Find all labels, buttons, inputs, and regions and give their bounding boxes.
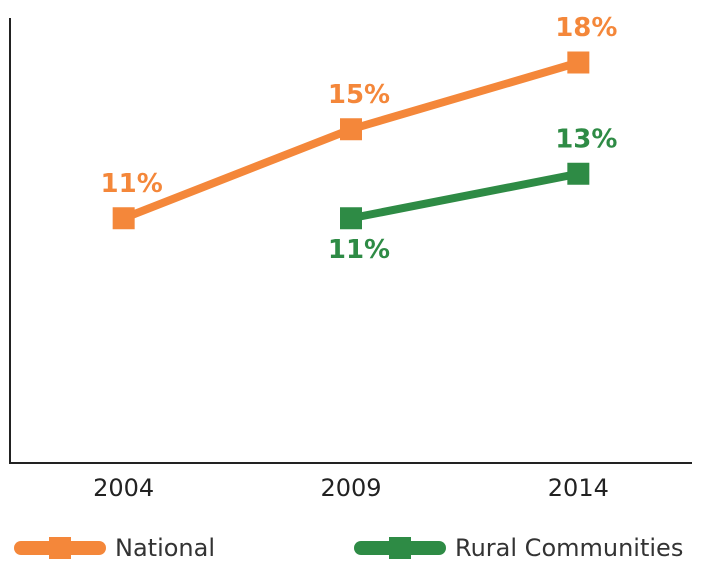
legend-marker bbox=[49, 537, 71, 559]
legend-marker bbox=[389, 537, 411, 559]
x-tick-label: 2009 bbox=[320, 474, 381, 502]
legend-label: Rural Communities bbox=[455, 534, 683, 562]
data-label: 15% bbox=[328, 80, 390, 110]
marker bbox=[567, 51, 590, 74]
series-line bbox=[350, 169, 580, 223]
x-tick-label: 2014 bbox=[548, 474, 609, 502]
data-label: 11% bbox=[101, 169, 163, 199]
marker bbox=[340, 118, 362, 141]
data-label: 13% bbox=[555, 124, 617, 154]
marker bbox=[567, 162, 590, 185]
data-label: 11% bbox=[328, 235, 390, 265]
data-label: 18% bbox=[555, 13, 617, 43]
legend-label: National bbox=[115, 534, 215, 562]
x-tick-label: 2004 bbox=[93, 474, 154, 502]
marker bbox=[340, 207, 362, 230]
marker bbox=[112, 207, 135, 230]
